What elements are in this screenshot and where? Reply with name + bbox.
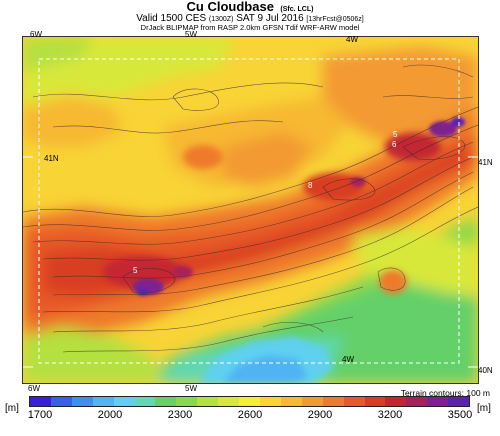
colorbar [29, 396, 470, 407]
colorbar-tick-label: 3500 [447, 409, 473, 421]
lon-label-6w-bottom: 6W [28, 384, 40, 393]
forecast-info: [13hrFcst@0506z] [306, 16, 364, 23]
colorbar-segment [155, 397, 177, 406]
colorbar-segment [113, 397, 135, 406]
unit-label-right: [m] [477, 403, 491, 414]
colorbar-segment [322, 397, 344, 406]
lat-label-41n-left: 41N [44, 154, 59, 163]
colorbar-segment [239, 397, 260, 406]
lat-label-41n-right: 41N [478, 158, 493, 167]
colorbar-tick-label: 2900 [307, 409, 333, 421]
lon-label-5w-top: 5W [185, 30, 197, 39]
colorbar-tick-label: 1700 [27, 409, 53, 421]
unit-label-left: [m] [5, 403, 19, 414]
contour-label: 8 [308, 181, 313, 190]
colorbar-segment [280, 397, 302, 406]
colorbar-segment [301, 397, 323, 406]
colorbar-tick-label: 3200 [377, 409, 403, 421]
colorbar-segment [92, 397, 114, 406]
colorbar-segment [30, 397, 51, 406]
colorbar-segment [343, 397, 365, 406]
colorbar-segment [406, 397, 428, 406]
contour-label: 6 [392, 140, 397, 149]
lon-label-4w-inner: 4W [342, 355, 354, 364]
lon-label-5w-bottom: 5W [185, 384, 197, 393]
title-line: Cu Cloudbase (Sfc. LCL) [0, 0, 500, 16]
colorbar-segment [427, 397, 449, 406]
colorbar-segment [50, 397, 72, 406]
colorbar-segment [218, 397, 240, 406]
terrain-contours-note: Terrain contours: 100 m [400, 388, 490, 398]
colorbar-segment [134, 397, 156, 406]
valid-time: Valid 1500 CES [136, 13, 207, 24]
valid-zulu: (1300Z) [208, 16, 234, 23]
colorbar-tick-label: 2300 [167, 409, 193, 421]
colorbar-segment [364, 397, 386, 406]
cloudbase-map [22, 36, 479, 384]
lon-label-6w-top: 6W [30, 30, 42, 39]
colorbar-tick-label: 2000 [97, 409, 123, 421]
map-title: Cu Cloudbase [186, 0, 274, 14]
valid-date: SAT 9 Jul 2016 [236, 13, 304, 24]
colorbar-segment [448, 397, 470, 406]
colorbar-segment [259, 397, 281, 406]
contour-label: 5 [133, 266, 138, 275]
cloudbase-field [23, 37, 478, 383]
colorbar-segment [176, 397, 198, 406]
colorbar-labels: 1700 2000 2300 2600 2900 3200 3500 [0, 409, 500, 423]
lat-label-40n-right: 40N [478, 366, 493, 375]
map-header: Cu Cloudbase (Sfc. LCL) Valid 1500 CES (… [0, 0, 500, 34]
map-title-suffix: (Sfc. LCL) [280, 6, 314, 13]
colorbar-segment [71, 397, 93, 406]
colorbar-segment [197, 397, 219, 406]
lon-label-4w-top: 4W [346, 35, 358, 44]
contour-label: 5 [393, 130, 398, 139]
colorbar-segment [385, 397, 407, 406]
valid-time-line: Valid 1500 CES (1300Z) SAT 9 Jul 2016 [1… [0, 13, 500, 25]
model-credit: DrJack BLIPMAP from RASP 2.0km GFSN Tdif… [140, 23, 360, 32]
colorbar-tick-label: 2600 [237, 409, 263, 421]
